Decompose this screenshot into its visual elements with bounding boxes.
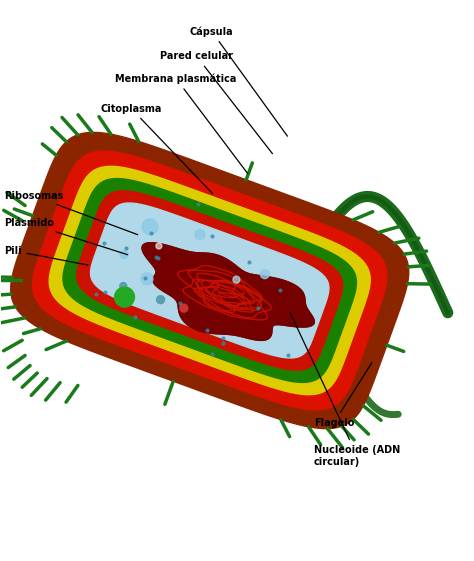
Text: Cápsula: Cápsula: [190, 26, 287, 136]
Polygon shape: [33, 151, 387, 410]
Polygon shape: [77, 191, 343, 370]
Polygon shape: [49, 166, 370, 395]
Text: Plásmido: Plásmido: [4, 218, 128, 255]
Circle shape: [141, 273, 153, 285]
Circle shape: [142, 219, 158, 235]
Circle shape: [233, 276, 240, 283]
Circle shape: [115, 287, 135, 307]
Text: Pared celular: Pared celular: [160, 51, 273, 154]
Polygon shape: [142, 243, 314, 341]
Circle shape: [120, 251, 128, 259]
Polygon shape: [63, 178, 356, 383]
Circle shape: [120, 283, 127, 289]
Circle shape: [156, 296, 164, 304]
Text: Flagelo: Flagelo: [314, 362, 372, 427]
Polygon shape: [142, 243, 314, 341]
Polygon shape: [91, 203, 329, 358]
Text: Membrana plasmática: Membrana plasmática: [116, 73, 248, 173]
Text: Nucleoide (ADN
circular): Nucleoide (ADN circular): [290, 313, 400, 467]
Circle shape: [195, 229, 205, 240]
Text: Ribosomas: Ribosomas: [4, 191, 137, 234]
Circle shape: [180, 304, 188, 312]
Circle shape: [156, 243, 162, 249]
Polygon shape: [11, 132, 409, 429]
Text: Citoplasma: Citoplasma: [100, 104, 213, 194]
Circle shape: [260, 270, 269, 279]
Text: Pili: Pili: [4, 246, 88, 265]
